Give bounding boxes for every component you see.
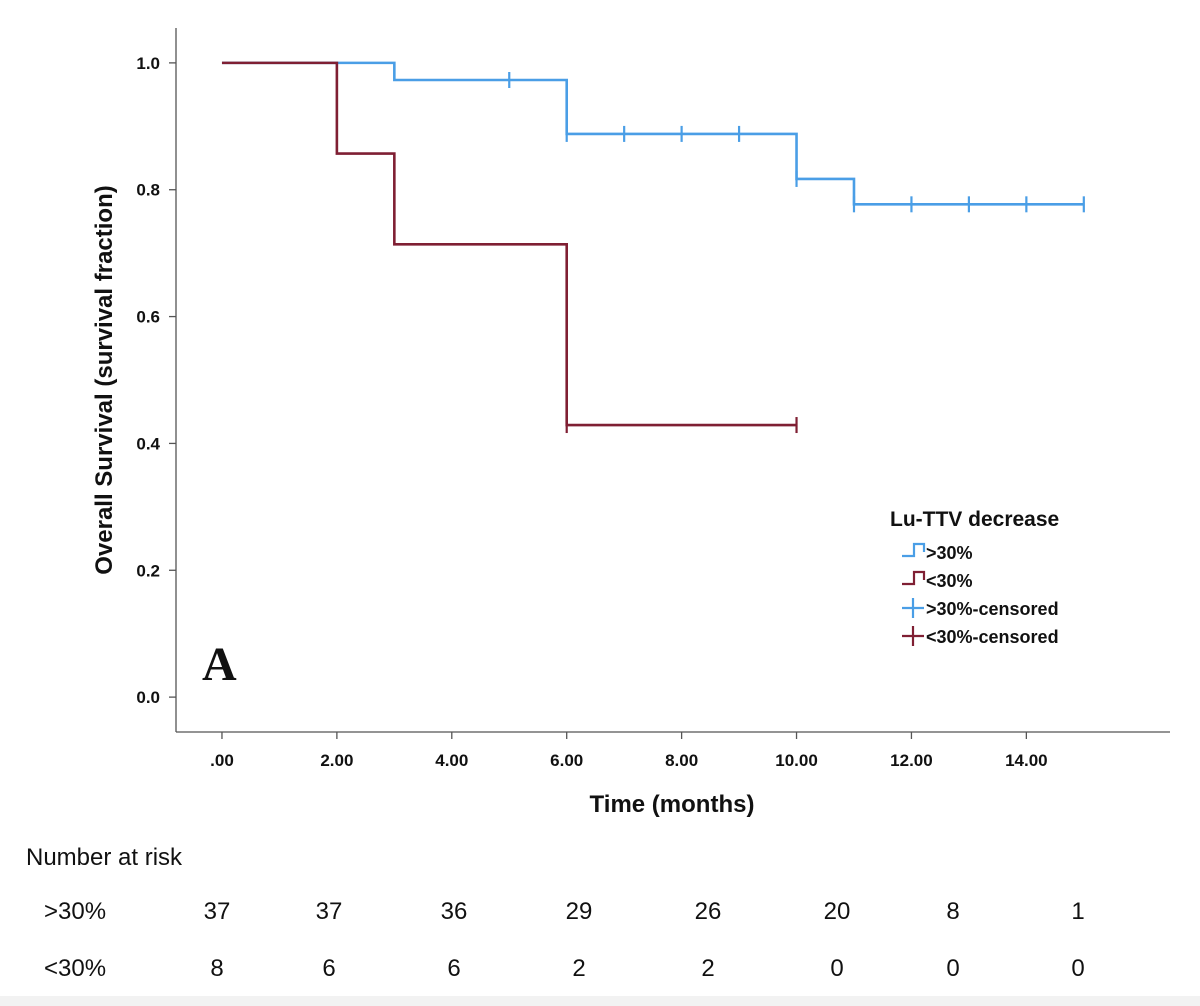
risk-cell: 29 bbox=[565, 898, 593, 925]
survival-curve-lt30 bbox=[221, 61, 797, 427]
legend-step-swatch bbox=[902, 542, 926, 558]
chart-legend: Lu-TTV decrease >30% <30% >30%-censored <30%… bbox=[890, 508, 1059, 647]
risk-cell: 1 bbox=[1071, 898, 1085, 925]
risk-cell: 2 bbox=[572, 955, 586, 982]
x-tick-label: 10.00 bbox=[775, 751, 818, 770]
legend-title: Lu-TTV decrease bbox=[890, 508, 1059, 531]
panel-label: A bbox=[202, 638, 237, 691]
x-tick-label: 6.00 bbox=[550, 751, 583, 770]
y-tick-label: 0.6 bbox=[136, 308, 160, 327]
bottom-strip bbox=[0, 996, 1200, 1006]
legend-entry-label: >30% bbox=[926, 543, 973, 563]
chart-axes: 0.0 0.2 0.4 0.6 0.8 1.0 .00 2.00 4.00 6.00 8.00 10.… bbox=[136, 28, 1170, 770]
chart-series bbox=[221, 61, 1085, 434]
legend-entry-label: <30%-censored bbox=[926, 627, 1059, 647]
legend-entry-label: >30%-censored bbox=[926, 599, 1059, 619]
risk-cell: 8 bbox=[946, 898, 960, 925]
x-tick-label: .00 bbox=[210, 751, 234, 770]
y-tick-label: 0.0 bbox=[136, 688, 160, 707]
x-tick-label: 8.00 bbox=[665, 751, 698, 770]
risk-cell: 0 bbox=[830, 955, 844, 982]
y-axis-title: Overall Survival (survival fraction) bbox=[91, 185, 118, 575]
risk-cell: 6 bbox=[322, 955, 336, 982]
risk-cell: 36 bbox=[440, 898, 468, 925]
y-tick-label: 0.4 bbox=[136, 434, 160, 453]
x-tick-label: 14.00 bbox=[1005, 751, 1048, 770]
risk-table-title: Number at risk bbox=[26, 844, 183, 871]
x-tick-label: 12.00 bbox=[890, 751, 933, 770]
survival-curve-gt30 bbox=[221, 61, 1084, 206]
survival-chart: 0.0 0.2 0.4 0.6 0.8 1.0 .00 2.00 4.00 6.00 8.00 10.… bbox=[91, 28, 1170, 818]
risk-cell: 6 bbox=[447, 955, 461, 982]
risk-cell: 26 bbox=[694, 898, 722, 925]
risk-cell: 37 bbox=[203, 898, 231, 925]
x-tick-label: 2.00 bbox=[320, 751, 353, 770]
risk-cell: 37 bbox=[315, 898, 343, 925]
risk-cell: 2 bbox=[701, 955, 715, 982]
risk-cell: 0 bbox=[946, 955, 960, 982]
number-at-risk-table: Number at risk >30% 37 37 36 29 26 20 8 1 <30% 8 6 6… bbox=[0, 830, 1200, 1006]
x-tick-label: 4.00 bbox=[435, 751, 468, 770]
legend-entry-label: <30% bbox=[926, 571, 973, 591]
risk-cell: 8 bbox=[210, 955, 224, 982]
x-axis-title: Time (months) bbox=[590, 791, 755, 818]
risk-cell: 20 bbox=[823, 898, 851, 925]
legend-step-swatch bbox=[902, 570, 926, 586]
risk-cell: 0 bbox=[1071, 955, 1085, 982]
y-tick-label: 0.2 bbox=[136, 561, 160, 580]
risk-row-label: <30% bbox=[44, 955, 107, 982]
y-tick-label: 1.0 bbox=[136, 54, 160, 73]
risk-row-label: >30% bbox=[44, 898, 107, 925]
y-tick-label: 0.8 bbox=[136, 181, 160, 200]
